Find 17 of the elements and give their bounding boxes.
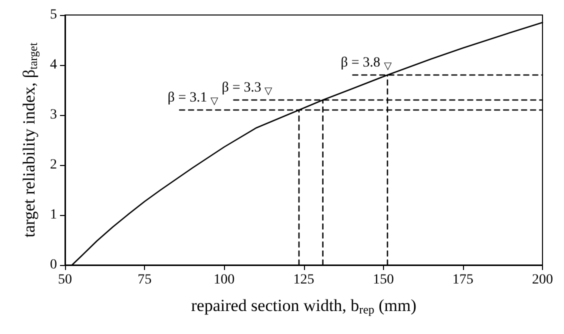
x-tick-label: 200: [532, 272, 553, 288]
annotation: β = 3.8 ▽: [340, 56, 392, 72]
x-tick-label: 100: [214, 272, 235, 288]
y-axis-title: target reliability index, βtarget: [19, 42, 40, 238]
y-tick-label: 1: [50, 208, 57, 222]
x-tick-label: 125: [293, 272, 314, 288]
x-tick-label: 175: [452, 272, 474, 288]
annotation: β = 3.3 ▽: [222, 80, 273, 97]
annotation: β = 3.1 ▽: [168, 90, 219, 107]
y-tick-label: 0: [50, 258, 57, 272]
y-tick-label: 3: [50, 108, 57, 122]
y-tick-label: 2: [50, 158, 57, 172]
x-tick-label: 75: [138, 272, 152, 288]
y-tick-label: 5: [50, 8, 57, 22]
x-tick-label: 50: [58, 272, 72, 288]
x-tick-label: 150: [372, 272, 394, 288]
y-tick-label: 4: [50, 58, 57, 72]
